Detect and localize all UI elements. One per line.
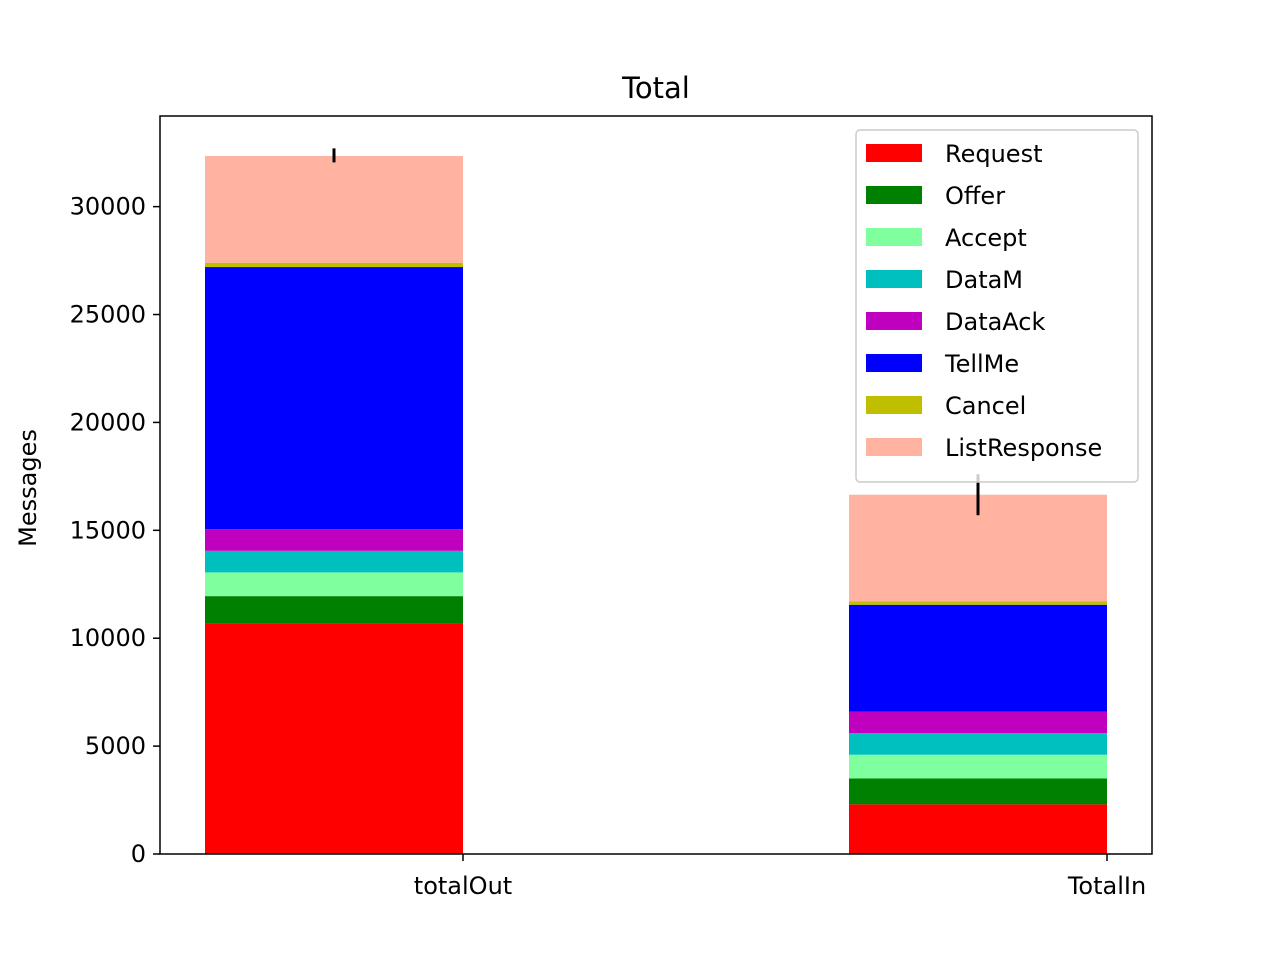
bar-segment-tellme-totalin [849, 604, 1107, 712]
bar-segment-accept-totalout [205, 572, 463, 597]
y-axis: 0 5000 10000 15000 20000 25000 30000 [70, 193, 160, 868]
bar-segment-request-totalin [849, 804, 1107, 854]
bar-segment-datam-totalin [849, 733, 1107, 755]
x-tick-label: totalOut [414, 872, 512, 900]
bar-segment-accept-totalin [849, 754, 1107, 779]
bar-segment-dataack-totalin [849, 711, 1107, 734]
bar-segment-tellme-totalout [205, 267, 463, 530]
legend-swatch-offer [866, 186, 922, 204]
y-tick-label: 15000 [70, 516, 146, 544]
y-tick-label: 30000 [70, 193, 146, 221]
legend-label-listresponse: ListResponse [945, 434, 1102, 462]
legend-swatch-accept [866, 228, 922, 246]
legend-label-accept: Accept [945, 224, 1027, 252]
chart-title: Total [621, 71, 690, 105]
y-tick-label: 20000 [70, 408, 146, 436]
legend-swatch-datam [866, 270, 922, 288]
legend-label-cancel: Cancel [945, 392, 1026, 420]
legend: Request Offer Accept DataM DataAck TellMe Canc… [855, 129, 1139, 483]
legend-frame [855, 129, 1139, 483]
bar-segment-listresponse-totalout [205, 155, 463, 263]
bar-segment-request-totalout [205, 623, 463, 854]
y-tick-label: 0 [131, 840, 146, 868]
legend-swatch-tellme [866, 354, 922, 372]
y-tick-label: 10000 [70, 624, 146, 652]
y-tick-label: 25000 [70, 301, 146, 329]
bars-group [205, 155, 1107, 854]
legend-swatch-cancel [866, 396, 922, 414]
bar-segment-offer-totalout [205, 596, 463, 624]
legend-label-dataack: DataAck [945, 308, 1045, 336]
y-tick-label: 5000 [85, 732, 146, 760]
bar-segment-dataack-totalout [205, 529, 463, 551]
bar-segment-cancel-totalin [849, 601, 1107, 605]
bar-segment-datam-totalout [205, 550, 463, 573]
y-axis-label: Messages [14, 429, 42, 547]
legend-label-offer: Offer [945, 182, 1005, 210]
legend-swatch-request [866, 144, 922, 162]
plot-frame [159, 115, 1153, 855]
x-tick-label: TotalIn [1067, 872, 1146, 900]
legend-swatch-listresponse [866, 438, 922, 456]
bar-segment-offer-totalin [849, 778, 1107, 805]
legend-label-request: Request [945, 140, 1043, 168]
legend-label-datam: DataM [945, 266, 1023, 294]
legend-label-tellme: TellMe [944, 350, 1019, 378]
legend-swatch-dataack [866, 312, 922, 330]
bar-segment-cancel-totalout [205, 262, 463, 268]
x-axis: totalOut TotalIn [414, 854, 1146, 900]
